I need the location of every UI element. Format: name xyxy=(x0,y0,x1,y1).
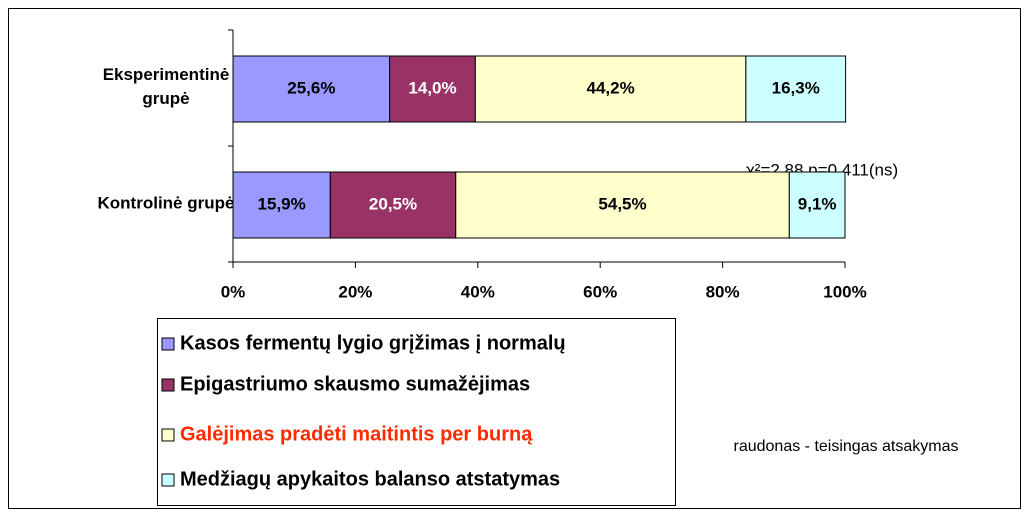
value-label: 9,1% xyxy=(798,194,837,213)
x-tick-label: 80% xyxy=(706,282,740,301)
value-label: 44,2% xyxy=(587,78,635,97)
legend-label: Epigastriumo skausmo sumažėjimas xyxy=(180,373,530,395)
bar-segment xyxy=(329,171,457,239)
value-label: 54,5% xyxy=(598,194,646,213)
x-tick-label: 40% xyxy=(461,282,495,301)
legend-swatch xyxy=(161,473,175,487)
bar-segment xyxy=(389,55,476,123)
value-label: 20,5% xyxy=(369,194,417,213)
x-tick-label: 100% xyxy=(823,282,866,301)
value-label: 14,0% xyxy=(408,78,456,97)
category-label: Kontrolinė grupė xyxy=(98,193,235,212)
annotation: raudonas - teisingas atsakymas xyxy=(734,438,959,455)
bar-segment xyxy=(474,55,747,123)
legend-label: Kasos fermentų lygio grįžimas į normalų xyxy=(180,332,566,354)
bar-segment xyxy=(232,55,391,123)
legend-label: Galėjimas pradėti maitintis per burną xyxy=(180,423,533,445)
bar-segment xyxy=(232,171,331,239)
x-tick-label: 60% xyxy=(583,282,617,301)
category-label: Eksperimentinė grupė xyxy=(103,65,230,108)
value-label: 16,3% xyxy=(772,78,820,97)
bar-segment xyxy=(788,171,846,239)
x-tick-label: 0% xyxy=(221,282,246,301)
legend-label: Medžiagų apykaitos balanso atstatymas xyxy=(180,468,560,490)
legend-swatch xyxy=(161,428,175,442)
bar-segment xyxy=(455,171,790,239)
x-tick-label: 20% xyxy=(338,282,372,301)
legend-box xyxy=(157,318,676,506)
value-label: 15,9% xyxy=(258,194,306,213)
value-label: 25,6% xyxy=(287,78,335,97)
legend-swatch xyxy=(161,337,175,351)
legend-swatch xyxy=(161,378,175,392)
bar-segment xyxy=(745,55,847,123)
